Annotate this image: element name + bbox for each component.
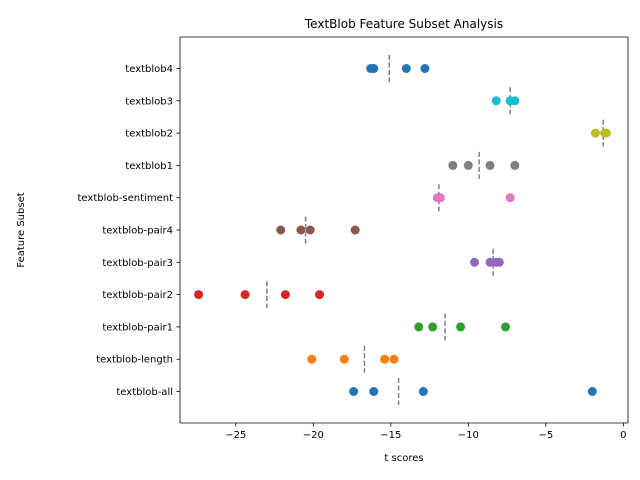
data-point xyxy=(401,64,411,73)
data-point xyxy=(420,64,430,73)
data-point xyxy=(418,387,428,396)
data-point xyxy=(590,128,600,138)
x-axis-ticks: −25 −20 −15 −10 −5 0 xyxy=(225,423,627,441)
data-point xyxy=(587,387,597,396)
y-tick-label: textblob-sentiment xyxy=(78,193,174,204)
y-tick-label: textblob3 xyxy=(125,96,173,107)
data-point xyxy=(501,322,511,332)
data-point xyxy=(240,290,250,300)
data-point xyxy=(601,128,611,138)
y-tick-label: textblob-pair2 xyxy=(102,290,173,301)
data-point xyxy=(494,257,504,267)
data-point xyxy=(315,290,325,300)
data-point xyxy=(369,64,379,73)
data-point xyxy=(339,354,349,364)
data-point xyxy=(276,225,286,235)
x-axis-label: t scores xyxy=(384,453,423,464)
chart-marks xyxy=(194,55,611,405)
x-tick-label: −20 xyxy=(303,430,324,441)
data-point xyxy=(350,225,360,235)
data-point xyxy=(448,160,458,170)
x-tick-label: −25 xyxy=(225,430,246,441)
data-point xyxy=(485,160,495,170)
chart-title: TextBlob Feature Subset Analysis xyxy=(304,17,503,31)
data-point xyxy=(380,354,390,364)
x-tick-label: −10 xyxy=(458,430,479,441)
data-point xyxy=(510,160,520,170)
data-point xyxy=(414,322,424,332)
data-point xyxy=(470,257,480,267)
y-tick-label: textblob-pair1 xyxy=(102,322,173,333)
x-tick-label: −5 xyxy=(538,430,553,441)
data-point xyxy=(369,387,379,396)
data-point xyxy=(296,225,306,235)
data-point xyxy=(491,96,501,106)
plot-frame xyxy=(179,36,629,424)
x-tick-label: −15 xyxy=(380,430,401,441)
y-tick-label: textblob-pair3 xyxy=(102,258,173,269)
y-tick-label: textblob-all xyxy=(116,387,173,398)
data-point xyxy=(485,257,495,267)
y-tick-label: textblob-pair4 xyxy=(102,226,173,237)
data-point xyxy=(435,193,445,203)
data-point xyxy=(463,160,473,170)
y-tick-label: textblob2 xyxy=(125,129,173,140)
x-tick-label: 0 xyxy=(620,430,626,441)
data-point xyxy=(428,322,438,332)
data-point xyxy=(505,193,515,203)
y-tick-label: textblob4 xyxy=(125,64,173,75)
plot-area xyxy=(180,37,628,423)
data-point xyxy=(349,387,359,396)
data-point xyxy=(307,354,317,364)
data-point xyxy=(305,225,315,235)
y-tick-label: textblob1 xyxy=(125,161,173,172)
y-axis-label: Feature Subset xyxy=(16,192,27,267)
y-tick-label: textblob-length xyxy=(96,355,173,366)
data-point xyxy=(194,290,204,300)
data-point xyxy=(280,290,290,300)
data-point xyxy=(389,354,399,364)
data-point xyxy=(456,322,466,332)
y-axis-ticks: textblob4 textblob3 textblob2 textblob1 text… xyxy=(78,64,180,398)
data-point xyxy=(510,96,520,106)
